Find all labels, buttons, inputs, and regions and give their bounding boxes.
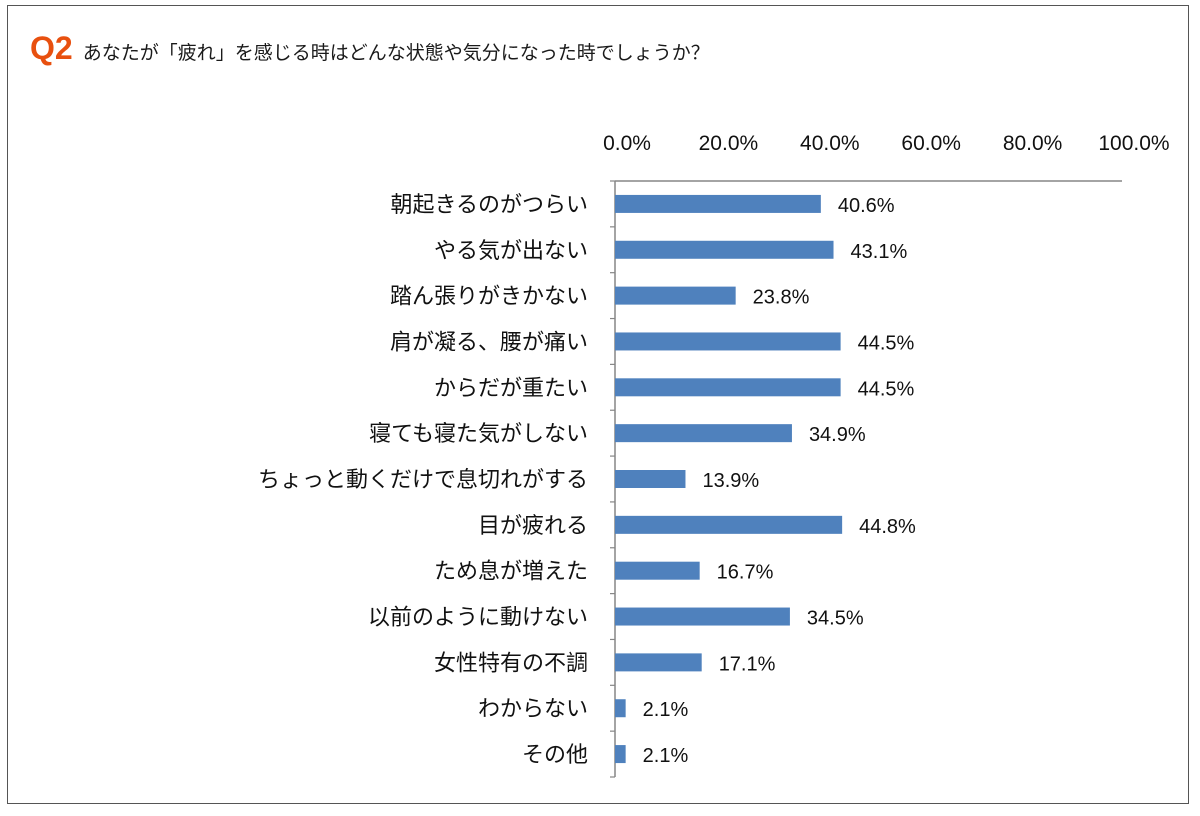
- bar-5: [615, 424, 792, 443]
- bar-0: [615, 194, 821, 213]
- bar-7: [615, 515, 843, 534]
- data-label: 16.7%: [717, 562, 774, 584]
- bar-9: [615, 607, 790, 626]
- category-label: 肩が凝る、腰が痛い: [390, 330, 588, 355]
- data-label: 34.5%: [807, 608, 864, 630]
- bar-12: [615, 745, 626, 764]
- data-label: 44.5%: [858, 332, 915, 354]
- category-label: やる気が出ない: [434, 239, 588, 264]
- data-label: 17.1%: [719, 653, 776, 675]
- category-label: ちょっと動くだけで息切れがする: [258, 468, 588, 493]
- question-number: Q2: [30, 30, 73, 66]
- x-tick-label: 20.0%: [699, 132, 759, 155]
- category-label: 朝起きるのがつらい: [390, 193, 588, 218]
- category-label: 女性特有の不調: [434, 651, 588, 676]
- x-tick-label: 60.0%: [901, 132, 961, 155]
- category-label: 目が疲れる: [478, 514, 588, 539]
- data-label: 44.8%: [859, 516, 916, 538]
- bar-6: [615, 470, 686, 488]
- category-label: からだが重たい: [434, 376, 588, 401]
- category-label: わからない: [478, 697, 588, 722]
- category-label: ため息が増えた: [434, 560, 588, 585]
- category-label: 踏ん張りがきかない: [390, 285, 588, 310]
- category-label: 寝ても寝た気がしない: [369, 422, 588, 447]
- x-tick-label: 80.0%: [1003, 132, 1063, 155]
- bar-1: [615, 240, 834, 259]
- x-tick-label: 40.0%: [800, 132, 860, 155]
- chart-title: Q2 あなたが「疲れ」を感じる時はどんな状態や気分になった時でしょうか？: [30, 32, 710, 65]
- bar-10: [615, 653, 702, 672]
- bar-4: [615, 378, 841, 397]
- data-label: 23.8%: [753, 287, 810, 309]
- data-label: 13.9%: [702, 470, 759, 492]
- data-label: 2.1%: [643, 699, 689, 721]
- x-tick-label: 0.0%: [603, 132, 651, 155]
- bar-11: [615, 699, 626, 718]
- bar-8: [615, 561, 700, 580]
- chart-frame: [7, 5, 1189, 804]
- bar-2: [615, 286, 736, 305]
- data-label: 43.1%: [851, 241, 908, 263]
- data-label: 40.6%: [838, 195, 895, 217]
- data-label: 44.5%: [858, 378, 915, 400]
- data-label: 34.9%: [809, 424, 866, 446]
- bar-3: [615, 332, 841, 351]
- category-label: 以前のように動けない: [368, 606, 588, 631]
- x-tick-label: 100.0%: [1098, 132, 1169, 155]
- question-text: あなたが「疲れ」を感じる時はどんな状態や気分になった時でしょうか？: [82, 42, 710, 64]
- data-label: 2.1%: [643, 745, 689, 767]
- category-label: その他: [522, 743, 588, 768]
